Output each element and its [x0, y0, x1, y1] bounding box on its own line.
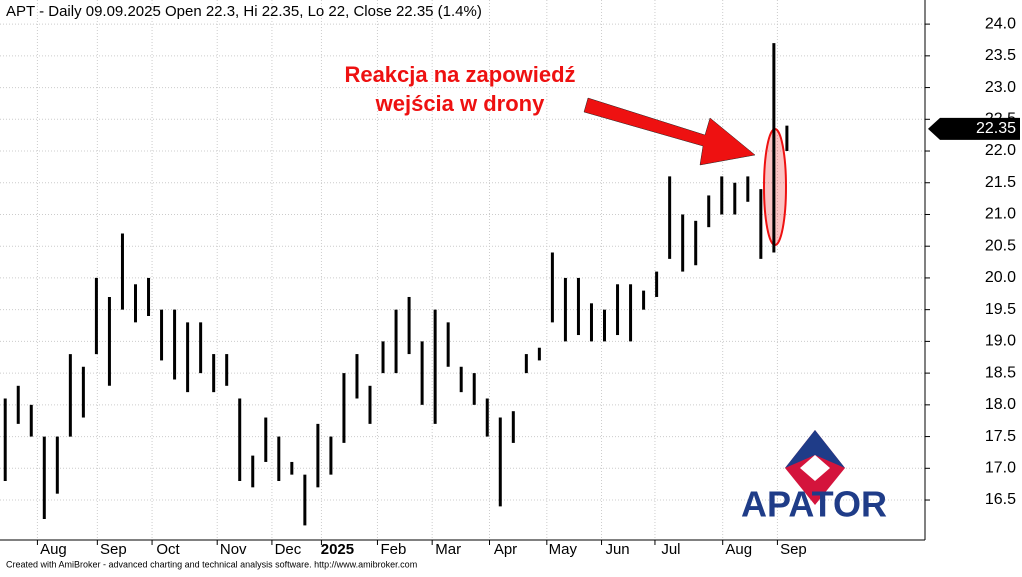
logo-shape [785, 430, 845, 468]
y-tick-label: 18.0 [985, 396, 1016, 413]
y-tick-label: 16.5 [985, 491, 1016, 508]
price-badge [928, 117, 1020, 140]
price-badge-label: 22.35 [976, 120, 1016, 137]
y-tick-label: 24.0 [985, 15, 1016, 32]
y-tick-label: 17.5 [985, 428, 1016, 445]
x-tick-label: Sep [780, 541, 807, 558]
y-tick-label: 19.5 [985, 301, 1016, 318]
x-tick-label: Apr [494, 541, 517, 558]
annotation: Reakcja na zapowiedź [344, 62, 575, 87]
y-tick-label: 18.5 [985, 364, 1016, 381]
x-tick-label: Jun [605, 541, 629, 558]
x-tick-label: May [549, 541, 578, 558]
x-tick-label: Feb [381, 541, 407, 558]
x-tick-label: Mar [435, 541, 461, 558]
x-tick-label: Aug [40, 541, 67, 558]
y-tick-label: 20.5 [985, 237, 1016, 254]
arrow [583, 97, 756, 166]
logo-text: APATOR [741, 484, 887, 525]
y-tick-label: 23.5 [985, 47, 1016, 64]
x-tick-label: 2025 [321, 541, 354, 558]
y-tick-label: 19.0 [985, 333, 1016, 350]
y-tick-label: 23.0 [985, 79, 1016, 96]
y-tick-label: 20.0 [985, 269, 1016, 286]
footer: Created with AmiBroker - advanced charti… [6, 559, 417, 569]
y-tick-label: 22.0 [985, 142, 1016, 159]
x-tick-label: Sep [100, 541, 127, 558]
annotation: wejścia w drony [375, 91, 545, 116]
x-tick-label: Oct [156, 541, 180, 558]
y-tick-label: 21.5 [985, 174, 1016, 191]
x-tick-label: Jul [661, 541, 680, 558]
y-tick-label: 21.0 [985, 206, 1016, 223]
logo-shape [800, 455, 830, 481]
x-tick-label: Aug [725, 541, 752, 558]
y-tick-label: 17.0 [985, 460, 1016, 477]
chart-title: APT - Daily 09.09.2025 Open 22.3, Hi 22.… [6, 3, 482, 20]
x-tick-label: Nov [220, 541, 247, 558]
x-tick-label: Dec [275, 541, 302, 558]
